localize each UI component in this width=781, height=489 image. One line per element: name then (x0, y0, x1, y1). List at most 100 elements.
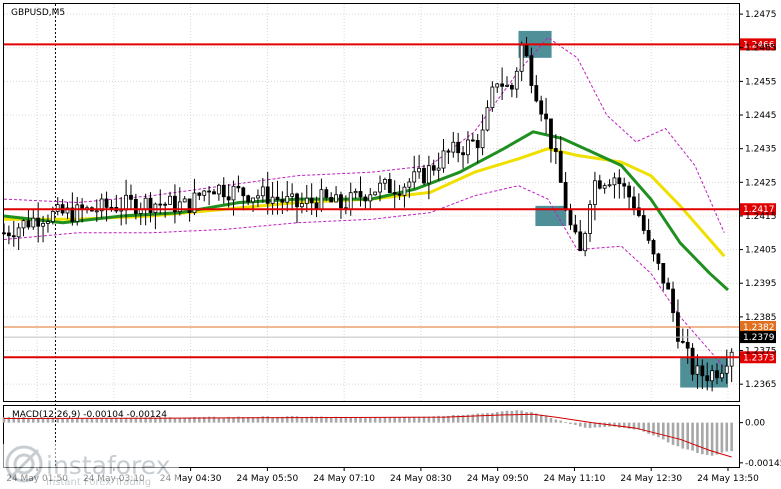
macd-bar (622, 422, 626, 428)
candle-body (666, 282, 671, 290)
macd-bar (652, 422, 655, 436)
macd-bar (149, 417, 152, 423)
macd-bar (603, 422, 606, 427)
candle-body (646, 230, 651, 241)
macd-bar (554, 419, 558, 423)
macd-bar (569, 422, 572, 425)
candle-body (470, 139, 475, 142)
ma-green-line (3, 130, 730, 292)
macd-bar (686, 422, 689, 450)
candle-body (500, 83, 505, 87)
candle-body (290, 193, 295, 197)
macd-bar (7, 416, 11, 423)
macd-bar (456, 415, 460, 423)
candle-body (158, 203, 163, 206)
candle-body (2, 232, 6, 235)
macd-bar (373, 417, 377, 423)
macd-bar (295, 416, 299, 423)
macd-bar (41, 417, 45, 423)
macd-bar (549, 418, 553, 423)
macd-bar (588, 422, 592, 429)
candle-body (143, 197, 148, 210)
macd-bar (481, 413, 484, 423)
macd-bar (637, 422, 641, 430)
candle-body (602, 185, 607, 189)
candle-body (539, 100, 544, 115)
candle-body (348, 192, 353, 210)
macd-bar (422, 416, 426, 423)
macd-bar (388, 417, 392, 423)
macd-bar (119, 418, 123, 423)
macd-bar (290, 416, 294, 423)
candle-body (212, 191, 216, 195)
macd-bar (27, 418, 30, 423)
macd-bar (256, 417, 260, 423)
candle-body (70, 207, 75, 222)
macd-bar (491, 413, 494, 423)
macd-bar (80, 418, 84, 423)
candle-body (524, 44, 529, 57)
candle-body (187, 198, 192, 214)
macd-bar (266, 416, 270, 423)
macd-bar (325, 416, 328, 423)
candle-body (690, 347, 695, 375)
macd-bar (202, 416, 206, 423)
macd-bar (500, 411, 504, 423)
time-tick-label: 24 May 12:30 (620, 474, 682, 484)
macd-bar (661, 422, 665, 440)
candle-body (583, 233, 588, 252)
macd-bar (144, 417, 147, 423)
candle-body (651, 239, 656, 255)
macd-bar (12, 417, 16, 423)
candle-body (490, 86, 495, 109)
macd-bar (681, 422, 685, 449)
candle-body (260, 186, 265, 197)
macd-bar (564, 422, 567, 423)
macd-bar (110, 418, 113, 423)
price-panel-frame (3, 3, 740, 402)
candle-body (568, 209, 573, 226)
macd-bar (671, 422, 675, 445)
candle-body (563, 182, 568, 211)
candle-body (724, 365, 729, 374)
macd-bar (710, 422, 714, 456)
macd-bar (17, 417, 20, 423)
macd-tick-label: -0.00145 (745, 459, 781, 469)
macd-bar (66, 418, 69, 423)
macd-bar (158, 417, 162, 423)
macd-bar (593, 422, 597, 428)
macd-bar (427, 416, 431, 423)
macd-bar (403, 416, 406, 423)
candle-body (368, 194, 373, 202)
macd-bar (412, 416, 416, 423)
candle-body (495, 83, 500, 88)
candle-body (680, 340, 685, 343)
level-tag (740, 203, 776, 216)
macd-bar (163, 417, 167, 423)
macd-bar (134, 417, 138, 423)
candle-body (270, 196, 275, 204)
macd-bar (657, 422, 660, 438)
candle-body (109, 206, 114, 209)
candle-body (549, 118, 553, 149)
candle-body (339, 194, 343, 209)
candle-body (612, 177, 617, 186)
macd-bar (105, 418, 108, 423)
envelope-line (3, 36, 725, 234)
macd-bar (515, 410, 519, 423)
moving-averages (3, 130, 730, 292)
candle-body (544, 113, 548, 120)
candle-body (607, 184, 612, 187)
macd-bar (241, 417, 245, 423)
macd-bar (100, 418, 103, 423)
candle-body (436, 167, 441, 171)
candle-body (383, 179, 387, 184)
macd-bar (725, 422, 729, 452)
candle-body (685, 341, 690, 349)
macd-bar (505, 410, 509, 423)
instaforex-logo: instaforex Instant Forex Trading (3, 444, 179, 489)
macd-bar (666, 422, 670, 443)
candle-body (55, 204, 60, 212)
time-tick-label: 24 May 07:10 (313, 474, 375, 484)
